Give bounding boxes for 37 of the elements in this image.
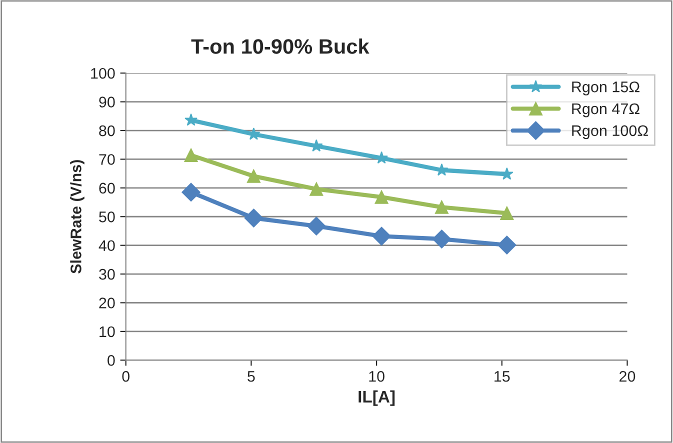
point [498, 236, 516, 254]
y-tick-label: 80 [99, 125, 115, 136]
legend-label: Rgon 100Ω [572, 125, 648, 140]
y-tick-label: 60 [99, 182, 115, 194]
x-axis-title: IL[A] [358, 390, 395, 406]
y-tick-label: 50 [99, 211, 115, 222]
point [500, 167, 514, 180]
legend-label: Rgon 15Ω [572, 82, 640, 96]
point [432, 230, 452, 248]
y-tick-label: 90 [99, 96, 115, 108]
x-tick-label: 10 [369, 370, 384, 382]
point [184, 148, 198, 162]
x-tick-label: 15 [494, 371, 510, 382]
point [246, 169, 260, 183]
x-tick-label: 0 [122, 370, 130, 382]
y-tick-label: 0 [108, 355, 115, 366]
y-tick-label: 10 [100, 326, 115, 338]
x-tick-label: 5 [248, 371, 255, 382]
point [307, 216, 326, 236]
y-tick-label: 40 [98, 240, 115, 252]
point [374, 190, 388, 204]
x-tick-label: 20 [620, 370, 636, 382]
point [182, 182, 200, 202]
point [375, 151, 388, 164]
legend-label: Rgon 47Ω [572, 103, 640, 118]
point [184, 113, 198, 126]
point [434, 200, 448, 214]
y-tick-label: 100 [91, 68, 115, 79]
point [310, 182, 324, 196]
point [244, 208, 264, 228]
point [372, 226, 391, 246]
y-tick-label: 20 [99, 298, 115, 308]
point [500, 206, 514, 220]
y-axis-title: SlewRate (V/ns) [70, 160, 84, 274]
y-tick-label: 30 [99, 268, 115, 280]
y-tick-label: 70 [99, 154, 115, 165]
chart-title: T-on 10-90% Buck [191, 38, 370, 54]
